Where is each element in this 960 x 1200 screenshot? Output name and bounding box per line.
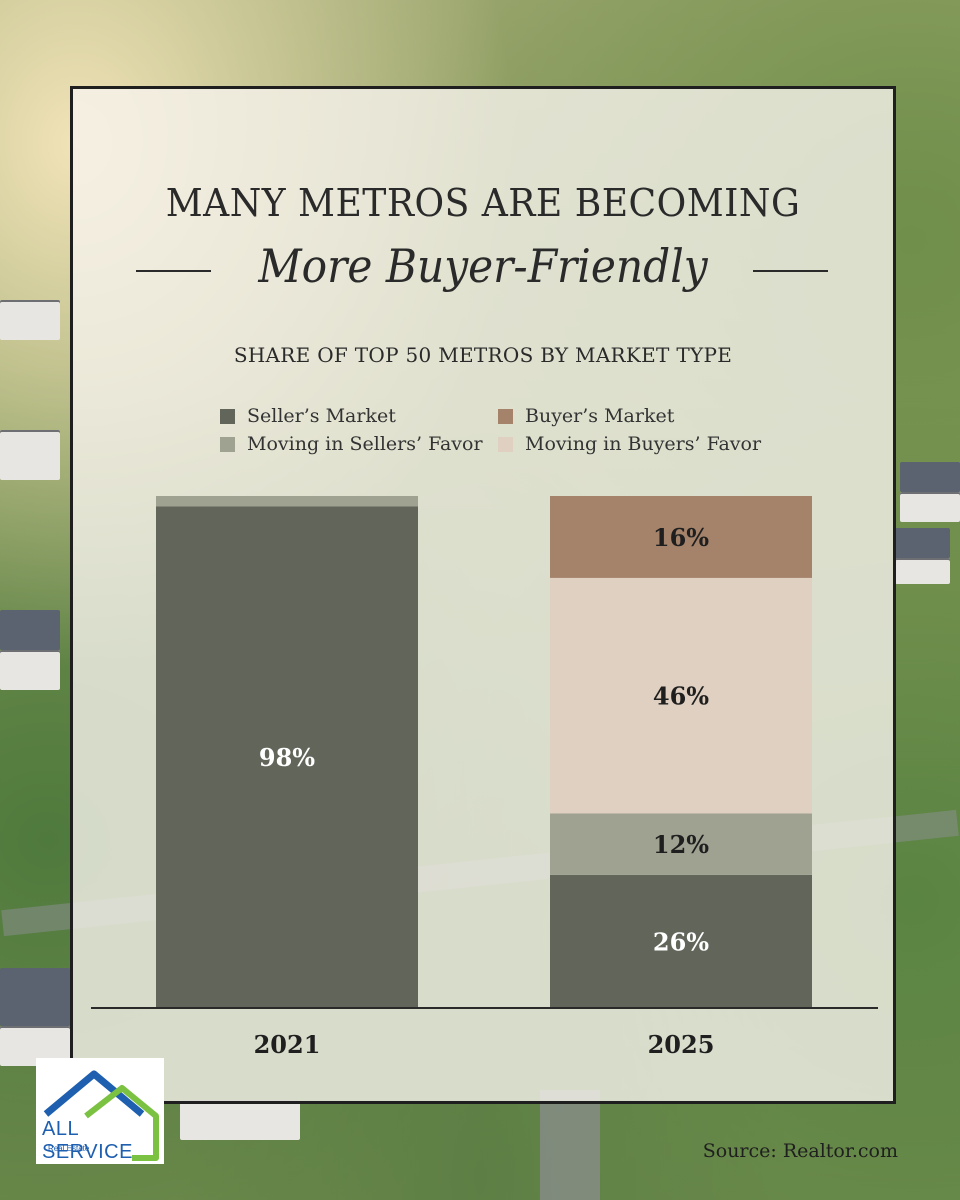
legend-swatch-sellers-market <box>220 408 235 424</box>
title-rule-right <box>753 270 828 272</box>
infographic-panel: MANY METROS ARE BECOMING More Buyer-Frie… <box>70 86 896 1104</box>
legend-label: Moving in Buyers’ Favor <box>525 433 762 455</box>
chart-subtitle: SHARE OF TOP 50 METROS BY MARKET TYPE <box>233 343 733 367</box>
legend-item-moving-buyers-favor: Moving in Buyers’ Favor <box>498 433 761 455</box>
title-line-2: More Buyer-Friendly <box>258 239 708 293</box>
legend-item-buyers-market: Buyer’s Market <box>498 405 674 427</box>
bar-segment-2021-moving-in-sellers-favor <box>156 496 418 507</box>
data-label-2025: 26% <box>653 927 709 956</box>
logo-subtext: Real Estate <box>48 1144 90 1153</box>
legend-swatch-moving-buyers-favor <box>498 436 513 452</box>
legend-swatch-buyers-market <box>498 408 513 424</box>
legend-label: Buyer’s Market <box>525 405 675 427</box>
logo-wordmark: ALL SERVICE <box>42 1118 133 1163</box>
data-label-2025: 12% <box>653 830 709 859</box>
legend-item-sellers-market: Seller’s Market <box>220 405 396 427</box>
title-rule-left <box>136 270 211 272</box>
data-label-2025: 46% <box>653 682 709 711</box>
source-credit: Source: Realtor.com <box>702 1140 898 1162</box>
data-label-2025: 16% <box>653 523 709 552</box>
category-label-2021: 2021 <box>254 1030 321 1059</box>
category-label-2025: 2025 <box>648 1030 715 1059</box>
bar-segment-2025-moving-in-buyers-favor <box>550 577 812 814</box>
legend-item-moving-sellers-favor: Moving in Sellers’ Favor <box>220 433 483 455</box>
legend-label: Seller’s Market <box>247 405 396 427</box>
bar-segment-2025-buyer-s-market <box>550 496 812 578</box>
stacked-bar-chart: 98% 2021 26% 12% 46% 16% 2025 <box>91 496 878 1059</box>
bar-segment-2025-seller-s-market <box>550 874 812 1008</box>
bar-segment-2025-moving-in-sellers-favor <box>550 813 812 875</box>
house-logo-icon <box>43 1070 159 1161</box>
chart-legend: Seller’s Market Buyer’s Market Moving in… <box>220 405 780 465</box>
bar-segment-2021-seller-s-market <box>156 506 418 1008</box>
legend-swatch-moving-sellers-favor <box>220 436 235 452</box>
data-label-2021: 98% <box>259 743 315 772</box>
all-service-logo: ALL SERVICE Real Estate <box>36 1058 164 1164</box>
legend-label: Moving in Sellers’ Favor <box>247 433 483 455</box>
title-line-1: MANY METROS ARE BECOMING <box>165 181 801 225</box>
